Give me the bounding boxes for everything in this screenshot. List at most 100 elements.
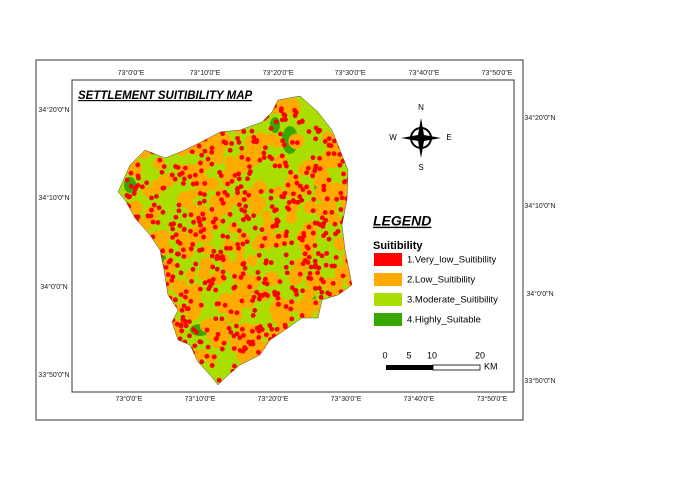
very-low-dot — [197, 219, 202, 225]
very-low-dot — [192, 172, 198, 178]
very-low-dot — [308, 264, 314, 270]
bottom-coord-label: 73°10'0"E — [185, 395, 216, 403]
very-low-dot — [211, 354, 217, 360]
legend-label: 4.Highly_Suitable — [407, 315, 481, 326]
low-suit-patch — [150, 180, 165, 195]
very-low-dot — [248, 340, 253, 345]
very-low-dot — [250, 313, 256, 318]
very-low-dot — [319, 253, 325, 259]
very-low-dot — [252, 225, 258, 231]
very-low-dot — [313, 300, 319, 306]
low-suit-patch — [252, 239, 263, 251]
very-low-dot — [191, 327, 196, 332]
very-low-dot — [310, 155, 316, 161]
very-low-dot — [166, 259, 172, 265]
very-low-dot — [153, 193, 159, 199]
very-low-dot — [268, 126, 274, 131]
very-low-dot — [297, 271, 303, 277]
very-low-dot — [190, 241, 196, 247]
very-low-dot — [311, 197, 317, 202]
very-low-dot — [211, 248, 217, 254]
low-suit-patch — [215, 319, 230, 334]
very-low-dot — [293, 288, 299, 293]
very-low-dot — [247, 284, 253, 290]
very-low-dot — [291, 191, 296, 197]
low-suit-patch — [218, 293, 233, 308]
very-low-dot — [291, 199, 297, 205]
compass-s: S — [418, 163, 423, 172]
very-low-dot — [245, 156, 251, 162]
very-low-dot — [209, 207, 215, 212]
very-low-dot — [220, 233, 226, 239]
very-low-dot — [188, 298, 194, 304]
very-low-dot — [225, 234, 231, 240]
compass-arrows — [401, 118, 441, 158]
very-low-dot — [187, 319, 192, 325]
very-low-dot — [281, 142, 287, 148]
very-low-dot — [259, 243, 265, 249]
very-low-dot — [237, 228, 242, 234]
very-low-dot — [188, 246, 194, 252]
very-low-dot — [306, 129, 312, 134]
very-low-dot — [255, 269, 261, 275]
very-low-dot — [220, 274, 226, 280]
very-low-dot — [131, 191, 137, 196]
very-low-dot — [280, 138, 286, 144]
very-low-dot — [305, 165, 311, 171]
very-low-dot — [299, 313, 305, 318]
very-low-dot — [278, 131, 283, 137]
low-suit-patch — [285, 183, 300, 198]
very-low-dot — [240, 271, 246, 277]
very-low-dot — [340, 273, 346, 279]
very-low-dot — [274, 326, 280, 332]
very-low-dot — [169, 172, 175, 178]
very-low-dot — [218, 249, 224, 255]
very-low-dot — [300, 187, 306, 192]
very-low-dot — [295, 199, 301, 205]
right-coord-label: 34°10'0"N — [524, 202, 555, 210]
very-low-dot — [194, 329, 200, 335]
very-low-dot — [341, 171, 346, 177]
very-low-dot — [176, 251, 181, 257]
very-low-dot — [269, 204, 275, 210]
very-low-dot — [279, 153, 285, 159]
very-low-dot — [249, 128, 255, 134]
very-low-dot — [189, 278, 195, 284]
very-low-dot — [242, 209, 248, 214]
very-low-dot — [326, 177, 332, 183]
low-suit-patch — [327, 212, 341, 226]
bottom-coord-label: 73°30'0"E — [331, 395, 362, 403]
very-low-dot — [183, 289, 189, 295]
very-low-dot — [288, 169, 293, 175]
very-low-dot — [214, 266, 220, 272]
very-low-dot — [236, 176, 242, 182]
very-low-dot — [241, 333, 246, 338]
very-low-dot — [253, 139, 259, 145]
very-low-dot — [241, 129, 247, 134]
low-suit-patch — [285, 212, 298, 224]
very-low-dot — [159, 169, 165, 175]
very-low-dot — [315, 270, 321, 276]
very-low-dot — [232, 363, 237, 369]
very-low-dot — [220, 254, 225, 259]
very-low-dot — [307, 270, 313, 276]
top-coord-label: 73°0'0"E — [118, 69, 145, 77]
very-low-dot — [172, 176, 178, 182]
very-low-dot — [285, 182, 291, 188]
very-low-dot — [239, 298, 245, 304]
very-low-dot — [242, 265, 248, 271]
very-low-dot — [277, 279, 283, 285]
very-low-dot — [201, 216, 207, 222]
low-suit-patch — [199, 257, 214, 272]
low-suit-patch — [250, 196, 265, 212]
very-low-dot — [299, 237, 305, 243]
very-low-dot — [272, 208, 277, 214]
very-low-dot — [297, 183, 303, 189]
very-low-dot — [304, 170, 309, 176]
very-low-dot — [317, 285, 322, 291]
very-low-dot — [306, 224, 312, 230]
very-low-dot — [261, 150, 267, 156]
very-low-dot — [257, 157, 263, 163]
top-coord-label: 73°20'0"E — [263, 69, 294, 77]
legend-label: 2.Low_Suitibility — [407, 275, 475, 286]
